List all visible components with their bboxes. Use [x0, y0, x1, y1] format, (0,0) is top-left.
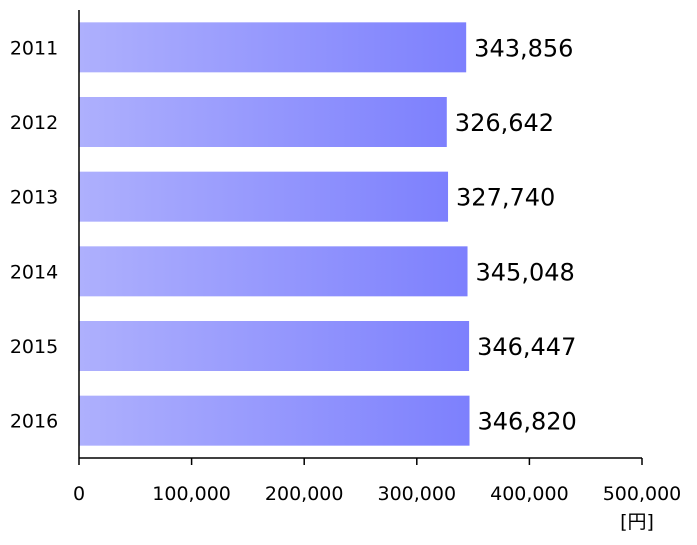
- bar-2016: [79, 395, 470, 446]
- value-label-2013: 327,740: [456, 184, 555, 212]
- value-label-2014: 345,048: [476, 258, 575, 286]
- bar-2011: [79, 22, 467, 73]
- bar-2015: [79, 321, 470, 371]
- x-tick-label-300000: 300,000: [378, 483, 457, 505]
- value-label-2012: 326,642: [455, 109, 554, 137]
- axis-layer: [78, 10, 643, 465]
- value-label-2015: 346,447: [477, 333, 576, 361]
- value-label-2016: 346,820: [478, 408, 577, 436]
- value-label-2011: 343,856: [474, 34, 573, 62]
- x-tick-label-500000: 500,000: [603, 483, 682, 505]
- bar-2014: [79, 246, 468, 297]
- x-tick-label-100000: 100,000: [152, 483, 231, 505]
- category-label-2012: 2012: [10, 112, 58, 134]
- bars-layer: [79, 22, 470, 446]
- x-tick-label-200000: 200,000: [265, 483, 344, 505]
- bar-2012: [79, 97, 447, 147]
- x-axis-unit-label: [円]: [620, 511, 654, 533]
- category-label-2014: 2014: [10, 261, 58, 283]
- category-label-2015: 2015: [10, 336, 58, 358]
- x-tick-label-400000: 400,000: [490, 483, 569, 505]
- bar-2013: [79, 171, 449, 222]
- category-label-2016: 2016: [10, 411, 58, 433]
- category-label-2013: 2013: [10, 187, 58, 209]
- labels-layer: 2011 343,856 2012 326,642 2013 327,740 2014 345…: [10, 34, 681, 505]
- x-tick-label-0: 0: [73, 483, 85, 505]
- category-label-2011: 2011: [10, 37, 58, 59]
